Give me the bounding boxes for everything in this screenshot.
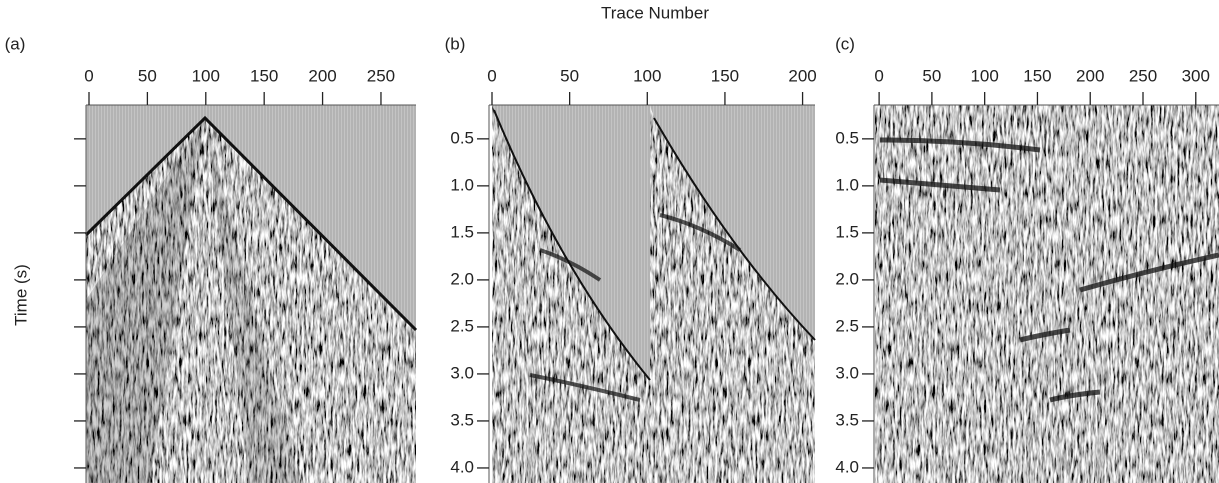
y-tick-label: 3.5: [450, 410, 474, 429]
y-axis-title: Time (s): [11, 264, 30, 326]
panel-label: (a): [5, 34, 26, 53]
x-tick-label: 0: [487, 66, 496, 85]
x-tick-label: 250: [367, 66, 395, 85]
x-axis-title: Trace Number: [601, 3, 709, 22]
y-tick-label: 0.5: [835, 128, 859, 147]
x-tick-label: 50: [560, 66, 579, 85]
y-tick-label: 1.5: [450, 222, 474, 241]
x-tick-label: 50: [138, 66, 157, 85]
x-tick-label: 200: [788, 66, 816, 85]
seismic-image-a: [84, 105, 418, 483]
y-tick-label: 3.5: [835, 410, 859, 429]
y-tick-label: 3.0: [450, 363, 474, 382]
panel-label: (c): [835, 34, 855, 53]
y-tick-label: 1.5: [835, 222, 859, 241]
x-tick-label: 150: [1023, 66, 1051, 85]
x-tick-label: 250: [1129, 66, 1157, 85]
x-tick-label: 100: [633, 66, 661, 85]
y-tick-label: 4.0: [835, 457, 859, 476]
y-tick-label: 1.0: [835, 175, 859, 194]
panel-label: (b): [445, 34, 466, 53]
y-tick-label: 0.5: [450, 128, 474, 147]
seismic-image-b: [492, 105, 816, 483]
seismic-image-c: [875, 105, 1219, 483]
x-tick-label: 50: [922, 66, 941, 85]
x-tick-label: 300: [1182, 66, 1210, 85]
x-tick-label: 200: [1076, 66, 1104, 85]
x-tick-label: 100: [192, 66, 220, 85]
y-tick-label: 2.0: [450, 269, 474, 288]
x-tick-label: 200: [308, 66, 336, 85]
y-tick-label: 4.0: [450, 457, 474, 476]
y-tick-label: 1.0: [450, 175, 474, 194]
y-tick-label: 3.0: [835, 363, 859, 382]
x-tick-label: 0: [84, 66, 93, 85]
x-tick-label: 100: [970, 66, 998, 85]
y-tick-label: 2.5: [835, 316, 859, 335]
y-tick-label: 2.5: [450, 316, 474, 335]
x-tick-label: 0: [874, 66, 883, 85]
y-tick-label: 2.0: [835, 269, 859, 288]
x-tick-label: 150: [711, 66, 739, 85]
x-tick-label: 150: [250, 66, 278, 85]
